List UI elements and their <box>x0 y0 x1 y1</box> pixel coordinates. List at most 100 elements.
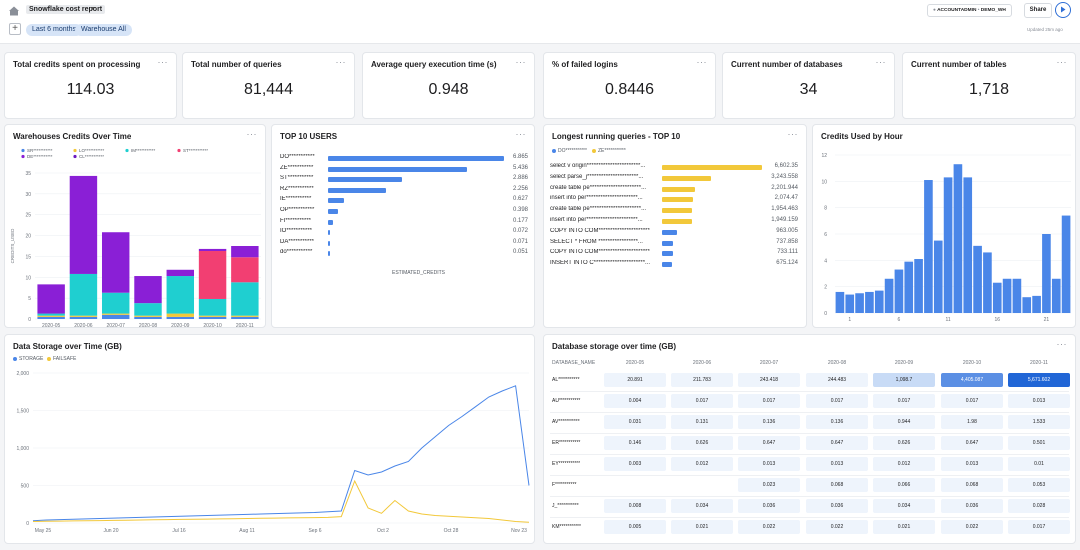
bar[interactable] <box>662 197 694 203</box>
card-menu-button[interactable]: ··· <box>1056 57 1067 67</box>
bar[interactable] <box>328 230 330 236</box>
bar-segment[interactable] <box>134 276 162 304</box>
hour-bar[interactable] <box>963 177 973 313</box>
bar-segment[interactable] <box>198 298 227 316</box>
hour-bar[interactable] <box>1002 278 1012 313</box>
card-menu-button[interactable]: ··· <box>335 57 346 67</box>
bar-segment[interactable] <box>198 248 227 252</box>
column-header[interactable]: 2020-06 <box>692 360 712 366</box>
bar[interactable] <box>328 156 504 161</box>
bar-segment[interactable] <box>231 282 259 316</box>
hour-bar[interactable] <box>914 259 923 313</box>
bar[interactable] <box>662 219 692 224</box>
hour-bar[interactable] <box>855 293 864 313</box>
hour-bar[interactable] <box>1061 215 1071 313</box>
card-menu-button[interactable]: ··· <box>515 57 526 67</box>
hour-bar[interactable] <box>904 261 914 313</box>
bar[interactable] <box>662 186 696 192</box>
column-header[interactable]: 2020-11 <box>1030 360 1048 366</box>
hour-bar[interactable] <box>865 291 874 313</box>
bar-segment[interactable] <box>134 303 162 316</box>
bar-segment[interactable] <box>166 316 195 319</box>
card-menu-button[interactable]: ··· <box>246 129 257 139</box>
column-header[interactable]: 2020-05 <box>625 360 645 366</box>
hour-bar[interactable] <box>884 278 894 313</box>
bar-segment[interactable] <box>134 316 162 319</box>
bar-segment[interactable] <box>101 292 130 314</box>
bar-segment[interactable] <box>134 315 162 317</box>
bar[interactable] <box>328 251 330 257</box>
hour-bar[interactable] <box>845 294 855 313</box>
bar-segment[interactable] <box>37 315 65 317</box>
bar-segment[interactable] <box>69 273 98 316</box>
bar[interactable] <box>662 229 677 235</box>
column-header[interactable]: DATABASE_NAME <box>552 360 596 366</box>
bar[interactable] <box>662 175 712 181</box>
bar[interactable] <box>328 240 330 246</box>
bar-segment[interactable] <box>69 175 98 274</box>
add-filter-button[interactable]: + <box>9 23 21 35</box>
bar-segment[interactable] <box>69 316 98 319</box>
bar-segment[interactable] <box>198 251 227 299</box>
bar-segment[interactable] <box>37 284 65 314</box>
bar-segment[interactable] <box>101 314 130 319</box>
bar-segment[interactable] <box>198 315 227 317</box>
bar[interactable] <box>328 166 468 172</box>
hour-bar[interactable] <box>924 180 933 313</box>
hour-bar[interactable] <box>953 164 963 313</box>
run-button[interactable] <box>1055 2 1071 18</box>
title-dropdown-icon[interactable]: ▾ <box>91 6 95 12</box>
context-selector[interactable]: ● ACCOUNTADMIN • DEMO_WH <box>927 4 1012 17</box>
report-title[interactable]: Snowflake cost report <box>26 5 106 14</box>
hour-bar[interactable] <box>983 252 992 313</box>
share-button[interactable]: Share <box>1024 3 1052 18</box>
bar-segment[interactable] <box>37 313 65 316</box>
card-menu-button[interactable]: ··· <box>875 57 886 67</box>
hour-bar[interactable] <box>835 291 845 313</box>
hour-bar[interactable] <box>1051 278 1061 313</box>
bar[interactable] <box>662 240 674 246</box>
bar[interactable] <box>662 262 673 268</box>
hour-bar[interactable] <box>943 177 953 313</box>
bar[interactable] <box>328 187 386 193</box>
column-header[interactable]: 2020-07 <box>759 360 779 366</box>
card-menu-button[interactable]: ··· <box>1056 339 1067 349</box>
bar-segment[interactable] <box>37 316 65 319</box>
bar-segment[interactable] <box>231 257 259 283</box>
card-menu-button[interactable]: ··· <box>696 57 707 67</box>
hour-bar[interactable] <box>894 269 904 313</box>
hour-bar[interactable] <box>933 240 943 313</box>
bar[interactable] <box>328 219 333 225</box>
bar-segment[interactable] <box>101 232 130 293</box>
bar[interactable] <box>662 251 674 257</box>
column-header[interactable]: 2020-09 <box>894 360 914 366</box>
bar[interactable] <box>328 209 339 214</box>
bar-segment[interactable] <box>231 246 259 258</box>
hour-bar[interactable] <box>1032 295 1041 313</box>
card-menu-button[interactable]: ··· <box>787 129 798 139</box>
card-menu-button[interactable]: ··· <box>157 57 168 67</box>
bar[interactable] <box>328 198 345 204</box>
bar-segment[interactable] <box>198 316 227 319</box>
hour-bar[interactable] <box>1042 234 1051 313</box>
column-header[interactable]: 2020-08 <box>827 360 847 366</box>
hour-bar[interactable] <box>1012 278 1022 313</box>
hour-bar[interactable] <box>973 245 982 313</box>
home-icon[interactable] <box>8 4 20 16</box>
bar[interactable] <box>328 177 402 183</box>
series-line-failsafe[interactable] <box>32 479 530 523</box>
hour-bar[interactable] <box>874 290 884 313</box>
column-header[interactable]: 2020-10 <box>962 360 982 366</box>
bar-segment[interactable] <box>166 276 195 314</box>
hour-bar[interactable] <box>1022 297 1032 313</box>
series-line-storage[interactable] <box>32 385 530 522</box>
filter-date-range[interactable]: Last 6 months <box>26 24 82 36</box>
bar-segment[interactable] <box>166 269 195 277</box>
filter-warehouse[interactable]: Warehouse All <box>75 24 132 36</box>
bar[interactable] <box>662 208 692 214</box>
bar-segment[interactable] <box>166 313 195 317</box>
card-menu-button[interactable]: ··· <box>515 129 526 139</box>
bar-segment[interactable] <box>101 313 130 315</box>
bar-segment[interactable] <box>231 316 259 319</box>
bar-segment[interactable] <box>69 315 98 317</box>
